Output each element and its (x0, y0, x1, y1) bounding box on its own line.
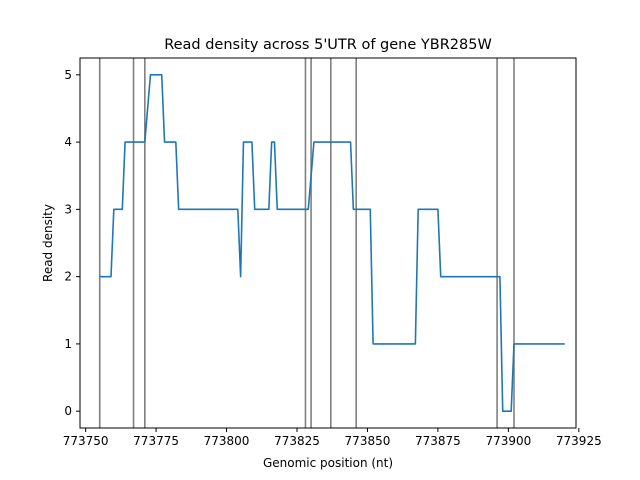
x-tick-label-5: 773875 (415, 434, 461, 448)
y-tick-label-4: 4 (64, 135, 72, 149)
x-tick-label-0: 773750 (63, 434, 109, 448)
y-tick-label-5: 5 (64, 68, 72, 82)
chart-title: Read density across 5'UTR of gene YBR285… (164, 37, 492, 53)
y-axis-label: Read density (41, 204, 55, 282)
y-tick-label-1: 1 (64, 337, 72, 351)
x-tick-label-1: 773775 (133, 434, 179, 448)
x-axis-ticks: 773750 773775 773800 773825 773850 773875 7739… (63, 428, 602, 448)
x-tick-label-3: 773825 (274, 434, 320, 448)
y-tick-label-0: 0 (64, 404, 72, 418)
x-tick-label-4: 773850 (345, 434, 391, 448)
x-axis-label: Genomic position (nt) (263, 456, 393, 470)
plot-frame (79, 57, 577, 429)
y-axis-ticks: 0 1 2 3 4 5 (64, 68, 80, 418)
series-line-0 (99, 74, 565, 412)
x-tick-label-2: 773800 (204, 434, 250, 448)
x-tick-label-7: 773925 (556, 434, 602, 448)
y-tick-label-2: 2 (64, 270, 72, 284)
vertical-lines-group (98, 58, 515, 428)
series-group (99, 74, 565, 412)
y-tick-label-3: 3 (64, 202, 72, 216)
x-tick-label-6: 773900 (485, 434, 531, 448)
